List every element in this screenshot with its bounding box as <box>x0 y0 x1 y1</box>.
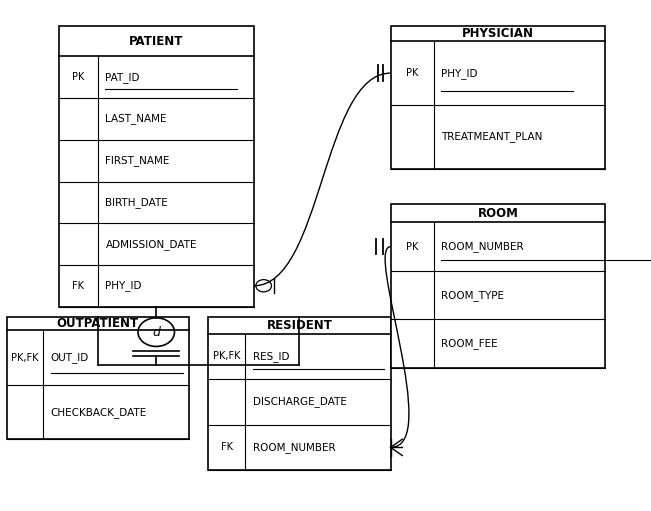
Text: LAST_NAME: LAST_NAME <box>105 113 167 125</box>
Text: PK: PK <box>72 73 85 82</box>
Text: FIRST_NAME: FIRST_NAME <box>105 155 170 166</box>
Text: FK: FK <box>72 281 84 291</box>
Text: PK: PK <box>406 242 419 251</box>
Bar <box>208 317 391 470</box>
Text: ROOM_NUMBER: ROOM_NUMBER <box>253 442 335 453</box>
Text: d: d <box>152 326 160 339</box>
Bar <box>59 26 254 307</box>
Text: PATIENT: PATIENT <box>129 35 184 48</box>
Text: OUTPATIENT: OUTPATIENT <box>57 317 139 330</box>
Text: RES_ID: RES_ID <box>253 351 289 362</box>
Text: PHY_ID: PHY_ID <box>105 281 142 291</box>
Text: ADMISSION_DATE: ADMISSION_DATE <box>105 239 197 249</box>
Text: PK,FK: PK,FK <box>213 352 240 361</box>
Text: ROOM_TYPE: ROOM_TYPE <box>441 290 505 300</box>
Text: OUT_ID: OUT_ID <box>51 352 89 363</box>
Text: TREATMEANT_PLAN: TREATMEANT_PLAN <box>441 131 543 142</box>
Text: PHYSICIAN: PHYSICIAN <box>462 27 534 40</box>
Text: PAT_ID: PAT_ID <box>105 72 140 83</box>
Text: BIRTH_DATE: BIRTH_DATE <box>105 197 168 208</box>
Text: DISCHARGE_DATE: DISCHARGE_DATE <box>253 397 346 407</box>
Bar <box>391 26 605 169</box>
Text: PK,FK: PK,FK <box>11 353 38 363</box>
Text: RESIDENT: RESIDENT <box>266 319 333 332</box>
Text: ROOM: ROOM <box>478 207 518 220</box>
Bar <box>391 204 605 368</box>
Text: ROOM_FEE: ROOM_FEE <box>441 338 498 349</box>
Text: PK: PK <box>406 68 419 78</box>
Text: FK: FK <box>221 443 232 452</box>
Bar <box>7 317 189 439</box>
Text: CHECKBACK_DATE: CHECKBACK_DATE <box>51 407 147 417</box>
Text: PHY_ID: PHY_ID <box>441 67 478 79</box>
Text: ROOM_NUMBER: ROOM_NUMBER <box>441 241 524 252</box>
